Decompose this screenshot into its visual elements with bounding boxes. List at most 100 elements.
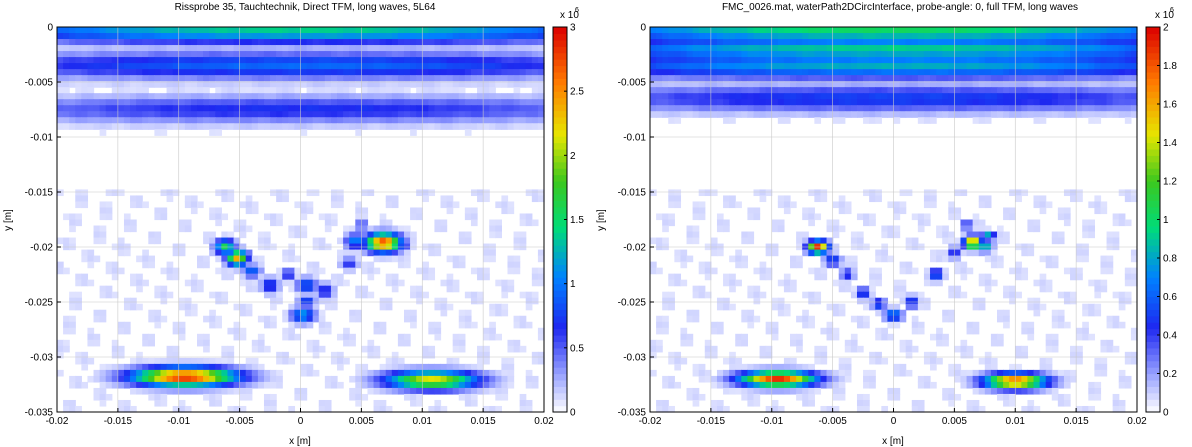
heatmap-cell [537,99,545,106]
heatmap-cell [227,105,235,112]
heatmap-cell [197,357,204,365]
heatmap-cell [489,405,496,413]
heatmap-cell [856,93,864,100]
heatmap-cell [501,51,509,58]
heatmap-cell [99,369,107,377]
heatmap-cell [1021,375,1029,383]
heatmap-cell [783,369,791,377]
heatmap-cell [930,27,937,34]
heatmap-cell [814,39,822,46]
heatmap-cell [239,39,247,46]
colorbar-segment [553,341,567,349]
heatmap-cell [154,363,162,371]
heatmap-cell [483,111,490,118]
heatmap-cell [826,93,834,100]
heatmap-cell [410,75,417,82]
heatmap-cell [1130,93,1138,100]
heatmap-cell [397,339,405,347]
heatmap-cell [674,75,682,82]
heatmap-cell [1009,57,1016,64]
heatmap-cell [978,387,986,395]
heatmap-cell [936,357,943,365]
heatmap-cell [747,33,755,40]
heatmap-cell [403,99,411,106]
heatmap-cell [747,387,755,395]
heatmap-cell [312,45,320,52]
heatmap-cell [771,111,779,118]
colorbar-segment [553,354,567,362]
heatmap-cell [209,51,216,58]
heatmap-cell [948,285,955,293]
heatmap-cell [948,255,955,263]
heatmap-cell [355,123,362,130]
heatmap-cell [814,105,822,112]
heatmap-cell [771,327,779,335]
heatmap-cell [856,297,864,305]
heatmap-cell [282,45,289,52]
heatmap-cell [470,363,478,371]
heatmap-cell [729,93,736,100]
heatmap-cell [75,189,82,197]
heatmap-cell [221,213,229,221]
heatmap-cell [954,39,962,46]
heatmap-cell [117,87,125,94]
heatmap-cell [477,291,484,299]
heatmap-cell [349,339,356,347]
heatmap-cell [203,81,210,88]
heatmap-cell [844,273,852,281]
heatmap-cell [142,201,149,209]
heatmap-cell [753,375,761,383]
heatmap-cell [698,81,706,88]
heatmap-cell [172,273,180,281]
heatmap-cell [838,207,846,215]
heatmap-cell [300,315,308,323]
heatmap-cell [385,381,393,389]
heatmap-cell [723,111,730,118]
heatmap-cell [1015,189,1022,197]
heatmap-cell [960,51,968,58]
heatmap-cell [893,393,901,401]
heatmap-cell [477,39,484,46]
heatmap-cell [513,345,521,353]
heatmap-cell [99,363,107,371]
heatmap-cell [495,69,502,76]
heatmap-cell [1021,75,1029,82]
heatmap-cell [923,201,931,209]
heatmap-cell [166,195,174,203]
heatmap-cell [190,369,198,377]
heatmap-cell [385,63,393,70]
heatmap-cell [440,369,448,377]
heatmap-cell [513,123,521,130]
heatmap-cell [452,255,460,263]
heatmap-cell [324,219,332,227]
heatmap-cell [57,57,64,64]
heatmap-cell [440,99,448,106]
heatmap-cell [190,117,198,124]
heatmap-cell [990,333,998,341]
heatmap-cell [1015,387,1022,395]
heatmap-cell [81,69,89,76]
heatmap-cell [410,111,417,118]
heatmap-cell [650,237,657,245]
heatmap-cell [458,387,466,395]
heatmap-cell [391,225,399,233]
heatmap-cell [1094,285,1102,293]
heatmap-cell [215,237,222,245]
heatmap-cell [166,345,174,353]
heatmap-cell [1003,375,1010,383]
heatmap-cell [1070,345,1077,353]
heatmap-cell [930,333,937,341]
heatmap-cell [1021,99,1029,106]
heatmap-cell [428,117,436,124]
heatmap-cell [142,369,149,377]
heatmap-cell [257,69,265,76]
heatmap-cell [416,63,423,70]
heatmap-cell [844,51,852,58]
heatmap-cell [531,99,539,106]
heatmap-cell [525,27,533,34]
heatmap-cell [184,405,192,413]
heatmap-cell [875,27,882,34]
left-chart-title: Rissprobe 35, Tauchtechnik, Direct TFM, … [175,2,436,13]
heatmap-cell [142,261,149,269]
heatmap-cell [716,375,724,383]
